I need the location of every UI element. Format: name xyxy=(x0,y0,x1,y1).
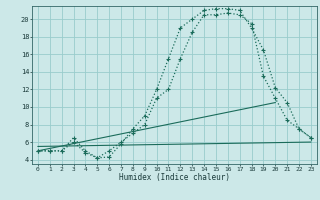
X-axis label: Humidex (Indice chaleur): Humidex (Indice chaleur) xyxy=(119,173,230,182)
